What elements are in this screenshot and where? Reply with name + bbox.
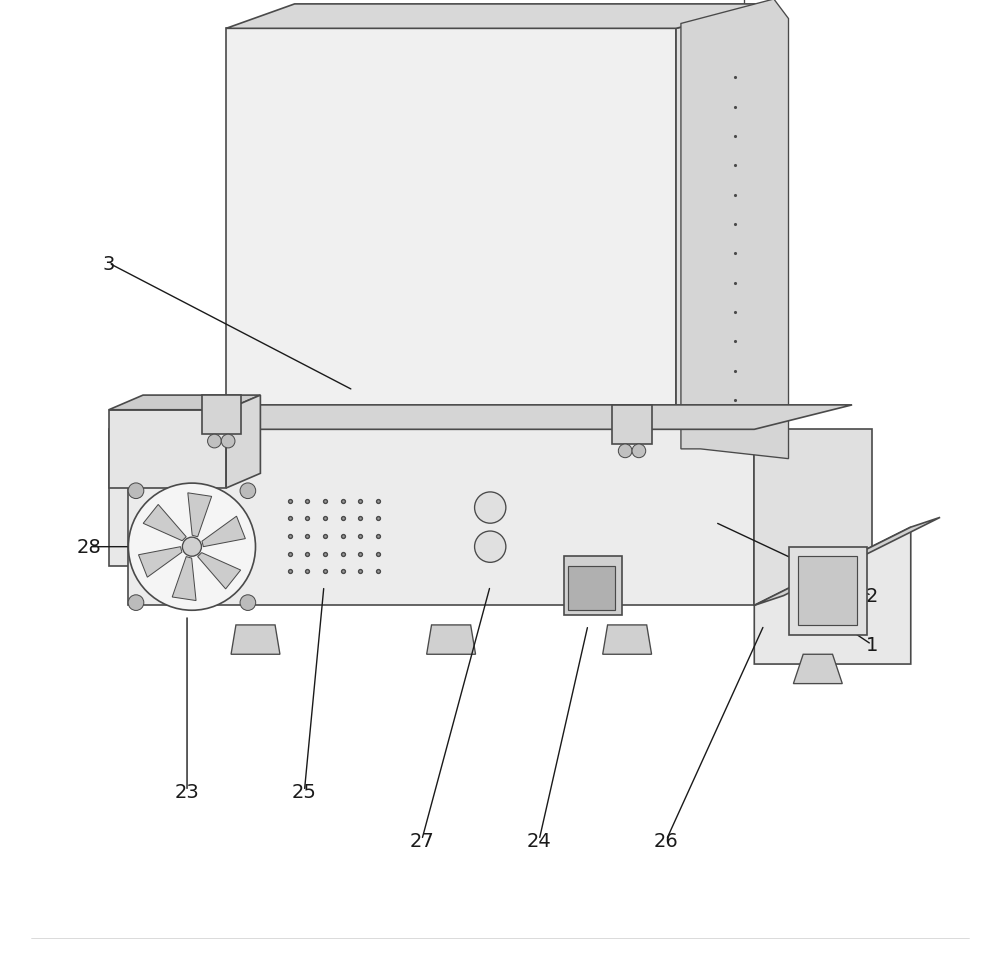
Polygon shape [188, 493, 212, 537]
Polygon shape [109, 410, 226, 488]
Polygon shape [603, 625, 652, 655]
Text: 24: 24 [527, 830, 551, 850]
Polygon shape [789, 547, 867, 635]
Polygon shape [564, 557, 622, 616]
Text: 3: 3 [103, 254, 115, 274]
Polygon shape [128, 405, 852, 430]
Polygon shape [226, 29, 676, 430]
Circle shape [128, 484, 144, 499]
Polygon shape [568, 567, 615, 611]
Polygon shape [172, 557, 196, 601]
Circle shape [128, 595, 144, 611]
Circle shape [618, 445, 632, 458]
Polygon shape [612, 405, 652, 445]
Polygon shape [226, 396, 260, 488]
Text: 1: 1 [865, 635, 878, 655]
Polygon shape [198, 553, 241, 589]
Circle shape [208, 435, 221, 448]
Polygon shape [202, 517, 245, 547]
Polygon shape [143, 505, 186, 541]
Polygon shape [754, 430, 872, 606]
Polygon shape [793, 655, 842, 684]
Circle shape [475, 492, 506, 524]
Circle shape [475, 531, 506, 563]
Polygon shape [681, 0, 789, 459]
Circle shape [632, 445, 646, 458]
Polygon shape [109, 430, 698, 567]
Text: 28: 28 [77, 537, 102, 557]
Circle shape [182, 537, 201, 557]
Text: 26: 26 [654, 830, 679, 850]
Polygon shape [202, 396, 241, 435]
Polygon shape [226, 5, 774, 29]
Polygon shape [754, 528, 911, 664]
Text: 2: 2 [865, 586, 878, 606]
Text: 25: 25 [292, 782, 317, 801]
Polygon shape [427, 625, 476, 655]
Polygon shape [139, 547, 182, 577]
Polygon shape [128, 430, 754, 606]
Circle shape [240, 484, 256, 499]
Circle shape [221, 435, 235, 448]
Text: 27: 27 [409, 830, 434, 850]
Text: 23: 23 [175, 782, 199, 801]
Circle shape [240, 595, 256, 611]
Polygon shape [109, 396, 260, 410]
Polygon shape [231, 625, 280, 655]
Polygon shape [676, 5, 774, 440]
Polygon shape [754, 518, 940, 606]
Circle shape [128, 484, 256, 611]
Polygon shape [798, 557, 857, 625]
